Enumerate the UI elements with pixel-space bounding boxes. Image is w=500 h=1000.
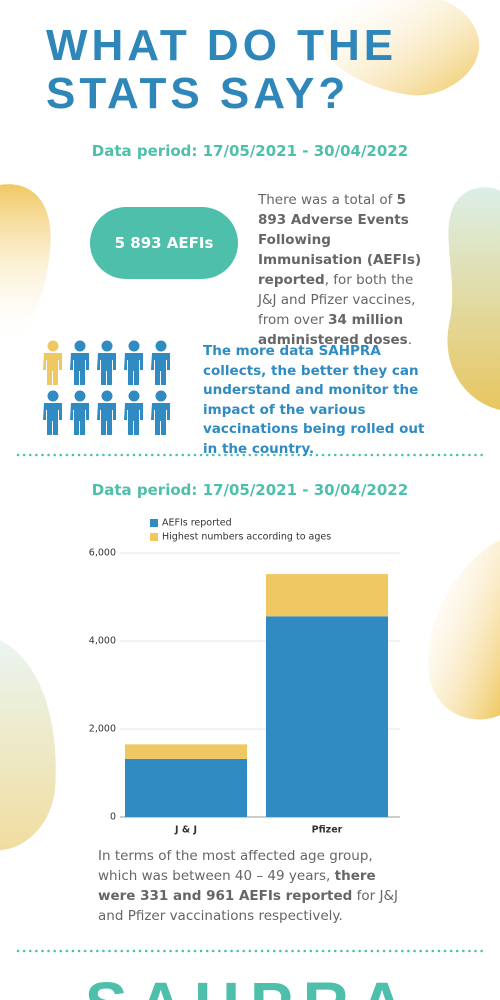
person-head [74,340,86,352]
y-tick-label: 2,000 [89,724,116,735]
person-body [124,403,143,435]
people-icons [43,340,170,435]
title: WHAT DO THE STATS SAY? [46,22,397,118]
y-tick-label: 4,000 [89,636,116,647]
legend-label: AEFIs reported [162,518,232,529]
person-head [128,390,140,402]
blob [428,540,500,720]
data-period: Data period: 17/05/2021 - 30/04/2022 [91,142,409,160]
bar-segment [125,758,247,817]
person-head [101,390,113,402]
text: In terms of the most affected age group,… [98,848,373,884]
text: for J&J and Pfizer vaccinations respecti… [98,888,398,924]
person-body [43,403,62,435]
blob [447,187,500,410]
blob [322,0,480,96]
y-tick-label: 0 [110,812,116,823]
bar-segment [125,744,247,759]
bold-text: 5 893 Adverse Events Following Immunisat… [258,192,422,288]
blob [0,640,56,850]
legend-swatch [150,533,158,541]
callout: The more data SAHPRA collects, the bette… [203,343,425,457]
legend-label: Highest numbers according to ages [162,532,331,543]
intro: There was a total of 5 893 Adverse Event… [258,190,436,350]
person-head [128,340,140,352]
y-tick-label: 6,000 [89,548,116,559]
summary: In terms of the most affected age group,… [98,846,410,926]
text: There was a total of [258,192,397,208]
person-body [151,353,170,385]
x-tick-label: J & J [174,825,197,836]
person-body [151,403,170,435]
person-body [70,353,89,385]
bold-text: 34 million administered doses [258,312,408,348]
person-head [155,390,167,402]
legend-swatch [150,519,158,527]
person-body [97,403,116,435]
chart-title: Data period: 17/05/2021 - 30/04/2022 [91,481,409,499]
person-body [97,353,116,385]
title-line: STATS SAY? [46,69,350,118]
badge: 5 893 AEFIs [90,207,238,279]
title-line: WHAT DO THE [46,21,398,70]
footer-logo: SAHPRA [0,968,500,1000]
bar-segment [266,574,388,617]
person-body [124,353,143,385]
person-head [74,390,86,402]
person-head [101,340,113,352]
person-body [43,353,62,385]
blob [0,184,51,350]
x-tick-label: Pfizer [312,825,343,836]
text: . [407,332,412,348]
bold-text: there were 331 and 961 AEFIs reported [98,868,376,904]
text: , for both the J&J and Pfizer vaccines, … [258,272,416,328]
person-head [47,390,59,402]
person-head [155,340,167,352]
bar-segment [266,616,388,817]
person-head [47,340,59,352]
person-body [70,403,89,435]
